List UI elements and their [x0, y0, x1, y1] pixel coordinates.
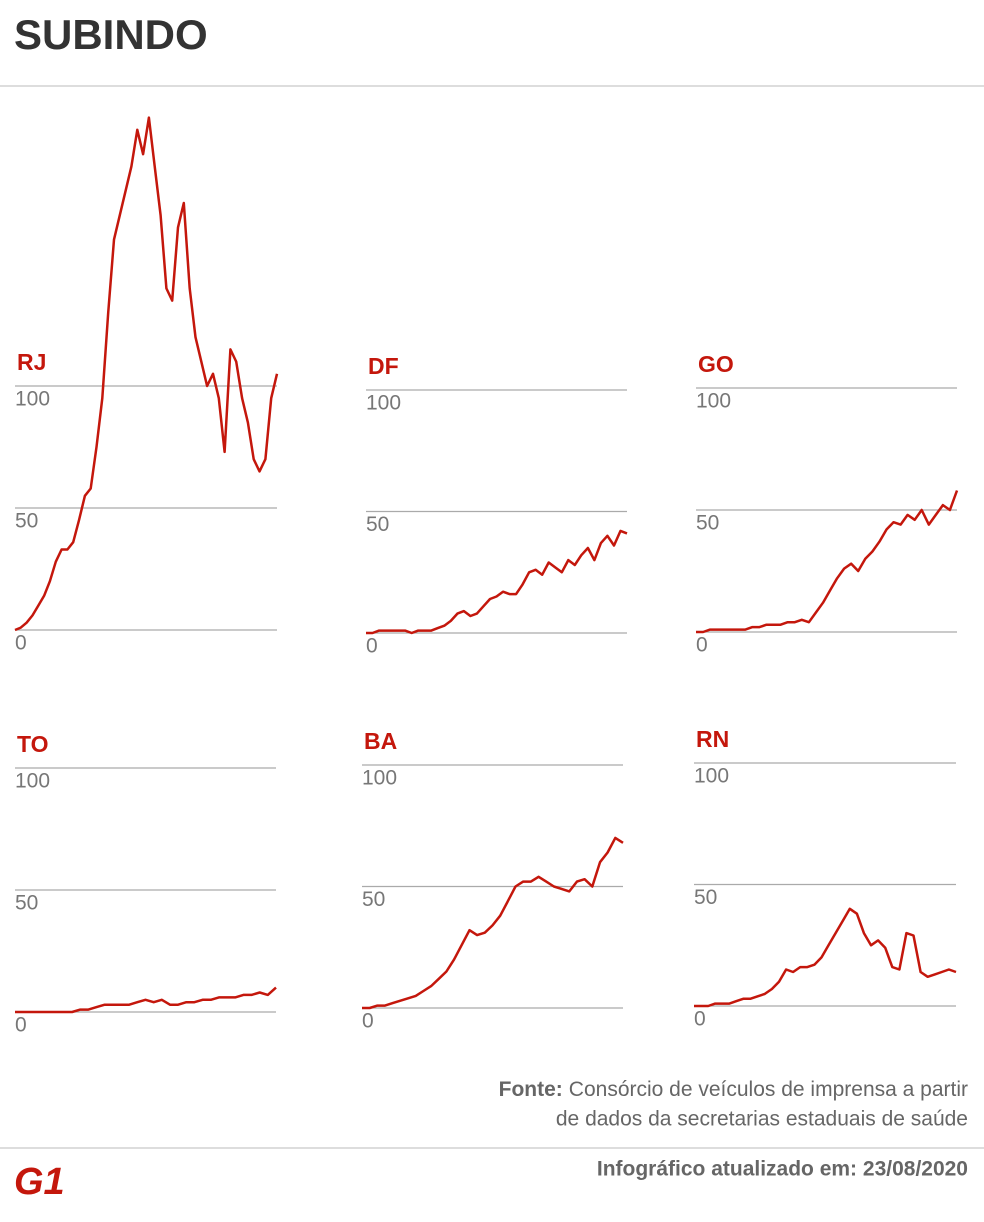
y-tick-label: 0: [15, 1014, 27, 1037]
y-tick-label: 100: [696, 390, 731, 413]
panel-title: GO: [698, 351, 734, 377]
y-tick-label: 0: [362, 1010, 374, 1033]
data-line: [14, 116, 279, 632]
y-tick-label: 0: [15, 632, 27, 655]
panel-title: TO: [17, 731, 49, 757]
y-tick-label: 100: [362, 767, 397, 790]
y-tick-label: 100: [15, 770, 50, 793]
y-tick-label: 100: [15, 388, 50, 411]
y-tick-label: 50: [15, 892, 38, 915]
data-line: [694, 907, 957, 1008]
y-tick-label: 100: [694, 765, 729, 788]
y-tick-label: 100: [366, 392, 401, 415]
y-tick-label: 50: [362, 888, 385, 911]
y-tick-label: 50: [694, 886, 717, 909]
y-tick-label: 50: [15, 510, 38, 533]
y-tick-label: 50: [366, 513, 389, 536]
source-text: de dados da secretarias estaduais de saú…: [556, 1108, 968, 1131]
page-title: SUBINDO: [14, 11, 208, 58]
panel-title: RJ: [17, 349, 46, 375]
logo: G1: [14, 1161, 65, 1203]
panel-title: BA: [364, 728, 397, 754]
updated: Infográfico atualizado em: 23/08/2020: [597, 1158, 968, 1181]
data-line: [15, 986, 277, 1014]
panel-title: DF: [368, 353, 399, 379]
y-tick-label: 0: [694, 1008, 706, 1031]
data-line: [366, 529, 628, 635]
data-line: [696, 490, 959, 634]
y-tick-label: 50: [696, 512, 719, 535]
y-tick-label: 0: [366, 635, 378, 658]
panel-title: RN: [696, 726, 729, 752]
source-label: Fonte:: [499, 1078, 563, 1101]
y-tick-label: 0: [696, 634, 708, 657]
source: Fonte: Consórcio de veículos de imprensa …: [499, 1078, 968, 1101]
source-text: Consórcio de veículos de imprensa a part…: [569, 1078, 968, 1101]
data-line: [362, 836, 624, 1010]
